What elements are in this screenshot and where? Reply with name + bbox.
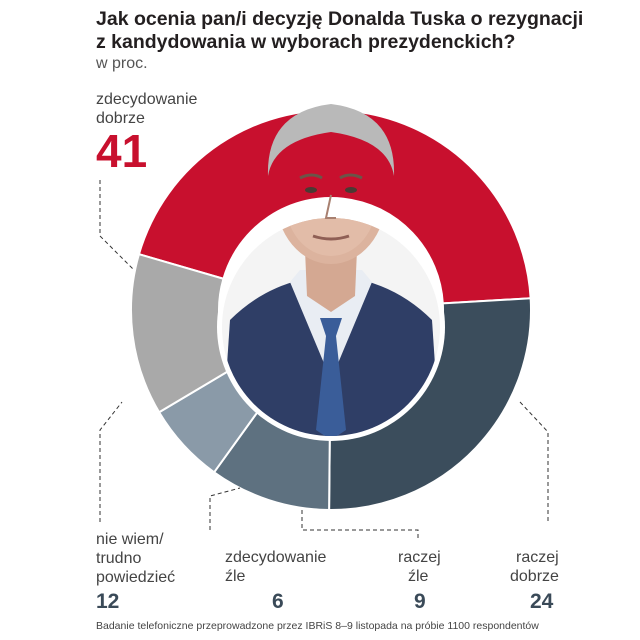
label-raczej-dobrze-line-2: dobrze bbox=[510, 568, 559, 585]
right-brow bbox=[339, 173, 363, 180]
chart-title-line-1: Jak ocenia pan/i decyzję Donalda Tuska o… bbox=[96, 8, 584, 30]
label-nie-wiem-line-1: nie wiem/ bbox=[96, 531, 164, 548]
value-nie-wiem: 12 bbox=[96, 590, 120, 613]
value-raczej-zle: 9 bbox=[414, 590, 426, 613]
nose bbox=[324, 194, 336, 219]
left-brow bbox=[299, 173, 323, 180]
chart-subtitle: w proc. bbox=[96, 55, 148, 72]
leader-raczej-zle bbox=[301, 510, 419, 540]
face-highlight bbox=[285, 218, 377, 256]
right-eye bbox=[345, 187, 357, 193]
hair bbox=[267, 104, 395, 176]
tie bbox=[316, 318, 346, 436]
slice-zdecydowanie-dobrze bbox=[137, 109, 532, 305]
neck bbox=[305, 250, 357, 312]
chart-title: Jak ocenia pan/i decyzję Donalda Tuska o… bbox=[96, 8, 616, 54]
label-raczej-zle-line-1: raczej bbox=[398, 549, 441, 566]
label-nie-wiem-line-2: trudno bbox=[96, 550, 142, 567]
value-zdecydowanie-dobrze: 41 bbox=[96, 125, 148, 177]
leader-nie-wiem bbox=[99, 401, 123, 522]
left-eye bbox=[305, 187, 317, 193]
label-zdecydowanie-zle: zdecydowanie źle bbox=[225, 548, 326, 586]
label-zdecydowanie-dobrze-line-2: dobrze bbox=[96, 110, 145, 127]
leader-zdecydowanie-zle bbox=[209, 487, 241, 530]
source-note: Badanie telefoniczne przeprowadzone prze… bbox=[96, 620, 539, 632]
label-raczej-dobrze-line-1: raczej bbox=[516, 549, 559, 566]
label-zdecydowanie-dobrze-line-1: zdecydowanie bbox=[96, 91, 198, 108]
leader-zdecydowanie-dobrze bbox=[99, 180, 135, 271]
label-raczej-zle-line-2: źle bbox=[408, 568, 429, 585]
chart-title-line-2: z kandydowania w wyborach prezydenckich? bbox=[96, 31, 516, 53]
mouth bbox=[312, 234, 350, 241]
label-raczej-zle: raczej źle bbox=[398, 548, 441, 586]
leader-raczej-dobrze bbox=[519, 401, 549, 522]
label-nie-wiem: nie wiem/ trudno powiedzieć bbox=[96, 530, 175, 587]
portrait-photo bbox=[217, 104, 445, 441]
label-zdecydowanie-zle-line-2: źle bbox=[225, 568, 246, 585]
label-raczej-dobrze: raczej dobrze bbox=[510, 548, 559, 586]
label-zdecydowanie-dobrze: zdecydowanie dobrze bbox=[96, 90, 197, 128]
label-zdecydowanie-zle-line-1: zdecydowanie bbox=[225, 549, 327, 566]
value-raczej-dobrze: 24 bbox=[530, 590, 554, 613]
label-nie-wiem-line-3: powiedzieć bbox=[96, 569, 176, 586]
value-zdecydowanie-zle: 6 bbox=[272, 590, 284, 613]
leader-lines bbox=[99, 180, 549, 540]
